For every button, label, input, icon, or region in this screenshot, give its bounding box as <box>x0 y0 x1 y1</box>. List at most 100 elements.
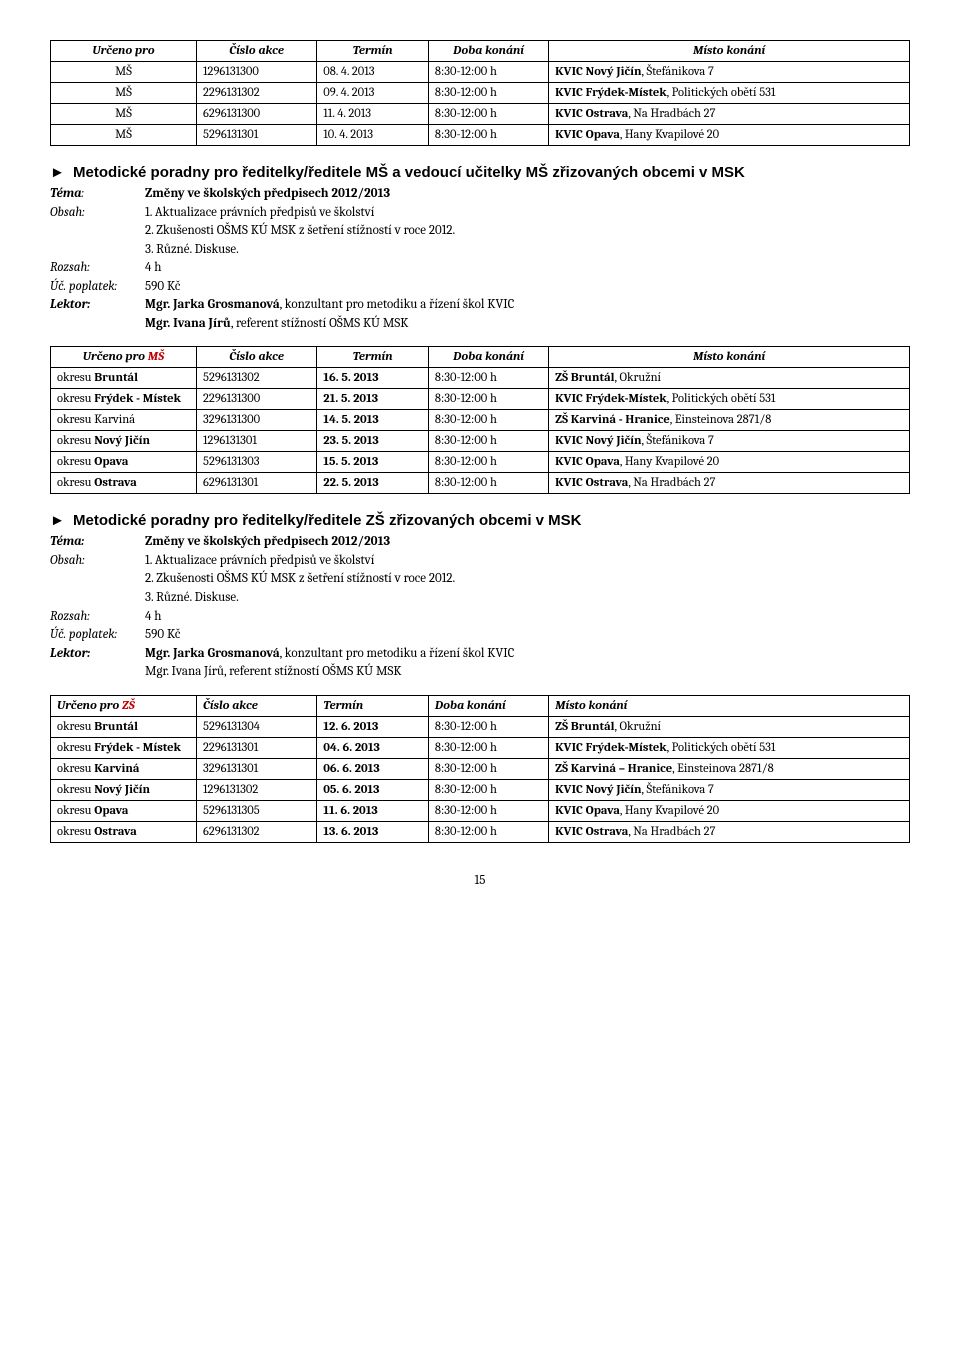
cell-doba: 8:30-12:00 h <box>428 452 548 473</box>
cell-termin: 04. 6. 2013 <box>317 737 429 758</box>
obsah-label: Obsah: <box>50 204 145 222</box>
table-header-row: Určeno pro ZŠ Číslo akce Termín Doba kon… <box>51 695 910 716</box>
cell-misto: KVIC Opava, Hany Kvapilové 20 <box>549 125 910 146</box>
cell-doba: 8:30-12:00 h <box>428 410 548 431</box>
poplatek-value: 590 Kč <box>145 278 910 296</box>
table-row: okresu Bruntál529613130412. 6. 20138:30-… <box>51 716 910 737</box>
th-misto: Místo konání <box>549 347 910 368</box>
obsah-line3: 3. Různé. Diskuse. <box>145 241 910 259</box>
arrow-icon: ► <box>50 512 65 529</box>
cell-urceno: okresu Ostrava <box>51 473 197 494</box>
table-header-row: Určeno pro Číslo akce Termín Doba konání… <box>51 41 910 62</box>
cell-cislo: 6296131301 <box>197 473 317 494</box>
th-urceno: Určeno pro <box>51 41 197 62</box>
cell-cislo: 1296131300 <box>197 62 317 83</box>
cell-urceno: okresu Bruntál <box>51 368 197 389</box>
cell-cislo: 5296131303 <box>197 452 317 473</box>
table-row: MŠ129613130008. 4. 20138:30-12:00 hKVIC … <box>51 62 910 83</box>
cell-cislo: 5296131304 <box>197 716 317 737</box>
table-row: okresu Nový Jičín129613130123. 5. 20138:… <box>51 431 910 452</box>
section-heading-zs: ► Metodické poradny pro ředitelky/ředite… <box>50 512 910 529</box>
lektor-line1: Mgr. Jarka Grosmanová, konzultant pro me… <box>145 296 910 314</box>
cell-misto: KVIC Nový Jičín, Štefánikova 7 <box>549 779 910 800</box>
cell-misto: KVIC Nový Jičín, Štefánikova 7 <box>549 431 910 452</box>
tema-label: Téma <box>50 186 81 201</box>
table-row: okresu Opava529613130315. 5. 20138:30-12… <box>51 452 910 473</box>
cell-termin: 23. 5. 2013 <box>317 431 429 452</box>
cell-termin: 11. 6. 2013 <box>317 800 429 821</box>
cell-doba: 8:30-12:00 h <box>428 104 548 125</box>
cell-termin: 11. 4. 2013 <box>317 104 429 125</box>
th-termin: Termín <box>317 695 429 716</box>
cell-doba: 8:30-12:00 h <box>428 368 548 389</box>
cell-urceno: MŠ <box>51 104 197 125</box>
heading-text: Metodické poradny pro ředitelky/ředitele… <box>73 512 581 529</box>
obsah-line2: 2. Zkušenosti OŠMS KÚ MSK z šetření stíž… <box>145 570 910 588</box>
table-ms-first: Určeno pro Číslo akce Termín Doba konání… <box>50 40 910 146</box>
lektor-line2: Mgr. Ivana Jírů, referent stížností OŠMS… <box>145 315 910 333</box>
cell-misto: KVIC Frýdek-Místek, Politických obětí 53… <box>549 83 910 104</box>
cell-urceno: okresu Frýdek - Místek <box>51 737 197 758</box>
table-row: MŠ629613130011. 4. 20138:30-12:00 hKVIC … <box>51 104 910 125</box>
cell-urceno: okresu Opava <box>51 452 197 473</box>
table-row: okresu Frýdek - Místek229613130021. 5. 2… <box>51 389 910 410</box>
cell-termin: 22. 5. 2013 <box>317 473 429 494</box>
table-row: MŠ529613130110. 4. 20138:30-12:00 hKVIC … <box>51 125 910 146</box>
th-misto: Místo konání <box>549 695 910 716</box>
cell-doba: 8:30-12:00 h <box>428 779 548 800</box>
cell-cislo: 6296131302 <box>197 821 317 842</box>
table-row: okresu Ostrava629613130122. 5. 20138:30-… <box>51 473 910 494</box>
rozsah-value: 4 h <box>145 608 910 626</box>
lektor-line1: Mgr. Jarka Grosmanová, konzultant pro me… <box>145 645 910 663</box>
rozsah-value: 4 h <box>145 259 910 277</box>
cell-misto: KVIC Opava, Hany Kvapilové 20 <box>549 800 910 821</box>
cell-misto: KVIC Opava, Hany Kvapilové 20 <box>549 452 910 473</box>
table-row: MŠ229613130209. 4. 20138:30-12:00 hKVIC … <box>51 83 910 104</box>
cell-misto: KVIC Ostrava, Na Hradbách 27 <box>549 473 910 494</box>
cell-misto: KVIC Ostrava, Na Hradbách 27 <box>549 104 910 125</box>
obsah-label: Obsah: <box>50 552 145 570</box>
obsah-line2: 2. Zkušenosti OŠMS KÚ MSK z šetření stíž… <box>145 222 910 240</box>
cell-misto: KVIC Nový Jičín, Štefánikova 7 <box>549 62 910 83</box>
cell-urceno: okresu Bruntál <box>51 716 197 737</box>
cell-urceno: okresu Ostrava <box>51 821 197 842</box>
rozsah-label: Rozsah <box>50 260 87 275</box>
cell-urceno: MŠ <box>51 125 197 146</box>
poplatek-label: Úč. poplatek: <box>50 626 145 644</box>
cell-urceno: okresu Nový Jičín <box>51 431 197 452</box>
cell-urceno: okresu Nový Jičín <box>51 779 197 800</box>
tema-value: Změny ve školských předpisech 2012/2013 <box>145 533 910 551</box>
tema-label: Téma: <box>50 533 145 551</box>
table-row: okresu Ostrava629613130213. 6. 20138:30-… <box>51 821 910 842</box>
table-row: okresu Nový Jičín129613130205. 6. 20138:… <box>51 779 910 800</box>
table-row: okresu Bruntál529613130216. 5. 20138:30-… <box>51 368 910 389</box>
tema-value: Změny ve školských předpisech 2012/2013 <box>145 185 910 203</box>
th-misto: Místo konání <box>549 41 910 62</box>
cell-urceno: okresu Karviná <box>51 410 197 431</box>
poplatek-value: 590 Kč <box>145 626 910 644</box>
th-termin: Termín <box>317 347 429 368</box>
cell-cislo: 5296131305 <box>197 800 317 821</box>
cell-misto: ZŠ Bruntál, Okružní <box>549 368 910 389</box>
cell-cislo: 2296131302 <box>197 83 317 104</box>
cell-misto: KVIC Ostrava, Na Hradbách 27 <box>549 821 910 842</box>
table-ms-districts: Určeno pro MŠ Číslo akce Termín Doba kon… <box>50 346 910 494</box>
cell-cislo: 2296131300 <box>197 389 317 410</box>
cell-cislo: 6296131300 <box>197 104 317 125</box>
cell-doba: 8:30-12:00 h <box>428 83 548 104</box>
cell-cislo: 5296131301 <box>197 125 317 146</box>
cell-doba: 8:30-12:00 h <box>428 716 548 737</box>
th-doba: Doba konání <box>428 347 548 368</box>
cell-doba: 8:30-12:00 h <box>428 800 548 821</box>
page-number: 15 <box>50 873 910 888</box>
cell-doba: 8:30-12:00 h <box>428 758 548 779</box>
cell-urceno: okresu Opava <box>51 800 197 821</box>
cell-misto: ZŠ Bruntál, Okružní <box>549 716 910 737</box>
details-block-zs: Téma: Změny ve školských předpisech 2012… <box>50 533 910 680</box>
cell-termin: 21. 5. 2013 <box>317 389 429 410</box>
details-block-ms: Téma: Změny ve školských předpisech 2012… <box>50 185 910 332</box>
obsah-line1: 1. Aktualizace právních předpisů ve škol… <box>145 552 910 570</box>
cell-cislo: 3296131300 <box>197 410 317 431</box>
poplatek-label: Úč. poplatek: <box>50 278 145 296</box>
th-doba: Doba konání <box>428 41 548 62</box>
